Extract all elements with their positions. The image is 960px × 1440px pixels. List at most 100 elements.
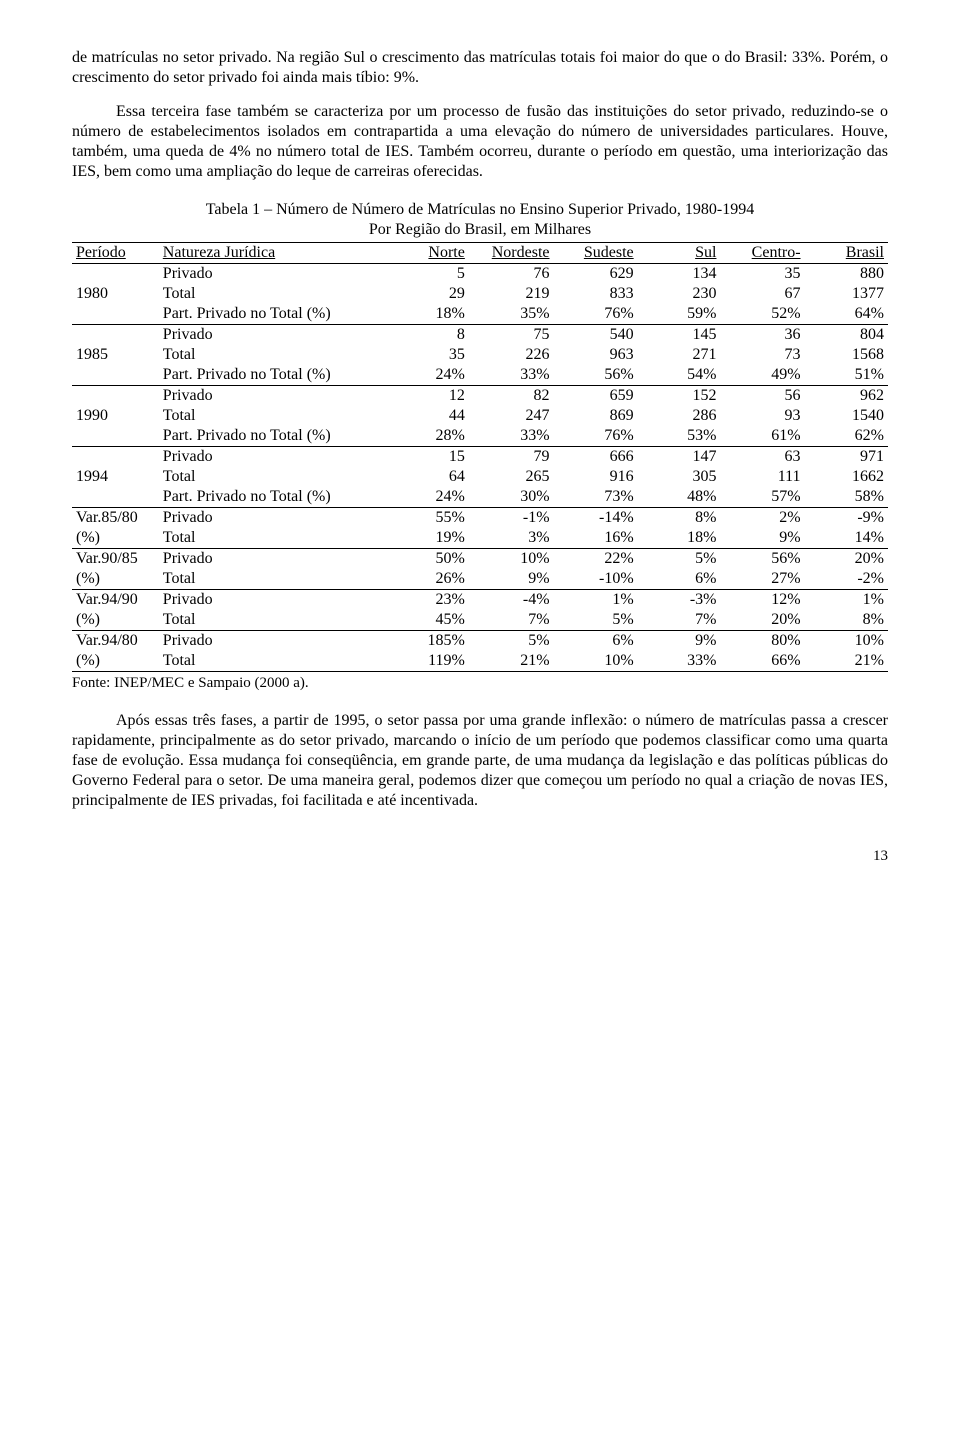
table-cell: 63: [720, 447, 804, 468]
table-cell: 45%: [386, 610, 469, 631]
period-label: 1990: [72, 406, 159, 426]
table-cell: 1%: [805, 590, 888, 611]
table-cell: 44: [386, 406, 469, 426]
period-label: (%): [72, 528, 159, 549]
table-cell: 73%: [554, 487, 638, 508]
table-cell: 35%: [469, 304, 554, 325]
table-row: Privado 87554014536804: [72, 325, 888, 346]
table-cell: 10%: [469, 549, 554, 570]
table-cell: 8: [386, 325, 469, 346]
table-cell: 53%: [638, 426, 721, 447]
hdr-norte: Norte: [428, 244, 464, 261]
table-cell: 6%: [554, 631, 638, 652]
table-cell: 93: [720, 406, 804, 426]
table-row: (%) Total 26%9%-10%6%27%-2%: [72, 569, 888, 590]
row-label: Total: [159, 284, 386, 304]
table-cell: 35: [386, 345, 469, 365]
table-cell: 73: [720, 345, 804, 365]
table-cell: 35: [720, 264, 804, 285]
table-cell: 82: [469, 386, 554, 407]
table-cell: 8%: [638, 508, 721, 529]
table-cell: 119%: [386, 651, 469, 672]
table-cell: 7%: [638, 610, 721, 631]
row-label: Part. Privado no Total (%): [159, 365, 386, 386]
row-label: Total: [159, 345, 386, 365]
table-cell: 145: [638, 325, 721, 346]
table-cell: 10%: [805, 631, 888, 652]
table-cell: 59%: [638, 304, 721, 325]
table-row: Var.94/80 Privado 185%5%6%9%80%10%: [72, 631, 888, 652]
row-label: Total: [159, 528, 386, 549]
table-row: Var.90/85 Privado 50%10%22%5%56%20%: [72, 549, 888, 570]
table-cell: 3%: [469, 528, 554, 549]
table-cell: 152: [638, 386, 721, 407]
table-cell: 226: [469, 345, 554, 365]
period-label: (%): [72, 569, 159, 590]
table-title-line1: Tabela 1 – Número de Número de Matrícula…: [206, 201, 755, 218]
table-cell: 7%: [469, 610, 554, 631]
hdr-sul: Sul: [695, 244, 716, 261]
table-cell: 12%: [720, 590, 804, 611]
table-cell: 185%: [386, 631, 469, 652]
table-cell: 12: [386, 386, 469, 407]
table-cell: 21%: [469, 651, 554, 672]
hdr-sudeste: Sudeste: [584, 244, 634, 261]
table-cell: 76: [469, 264, 554, 285]
paragraph-2: Essa terceira fase também se caracteriza…: [72, 102, 888, 182]
table-cell: 9%: [469, 569, 554, 590]
table-cell: 26%: [386, 569, 469, 590]
table-cell: 659: [554, 386, 638, 407]
table-cell: 111: [720, 467, 804, 487]
table-row: Var.85/80 Privado 55%-1%-14%8%2%-9%: [72, 508, 888, 529]
table-cell: 20%: [720, 610, 804, 631]
table-cell: -10%: [554, 569, 638, 590]
table-cell: 20%: [805, 549, 888, 570]
table-row: Privado 157966614763971: [72, 447, 888, 468]
table-cell: -3%: [638, 590, 721, 611]
period-label: Var.85/80: [72, 508, 159, 529]
row-label: Privado: [159, 508, 386, 529]
table-cell: 29: [386, 284, 469, 304]
table-cell: -4%: [469, 590, 554, 611]
hdr-centro: Centro-: [752, 244, 801, 261]
table-cell: 10%: [554, 651, 638, 672]
table-row: 1980 Total 29219833230671377: [72, 284, 888, 304]
table-row: (%) Total 19%3%16%18%9%14%: [72, 528, 888, 549]
table-cell: 962: [805, 386, 888, 407]
period-label: Var.94/80: [72, 631, 159, 652]
table-cell: 24%: [386, 365, 469, 386]
table-cell: -14%: [554, 508, 638, 529]
table-cell: 629: [554, 264, 638, 285]
table-cell: 219: [469, 284, 554, 304]
table-cell: 869: [554, 406, 638, 426]
data-table: Período Natureza Jurídica Norte Nordeste…: [72, 242, 888, 672]
row-label: Total: [159, 610, 386, 631]
table-row: Part. Privado no Total (%) 18%35%76%59%5…: [72, 304, 888, 325]
table-cell: 9%: [638, 631, 721, 652]
table-cell: -2%: [805, 569, 888, 590]
table-cell: 66%: [720, 651, 804, 672]
table-cell: 24%: [386, 487, 469, 508]
table-cell: 62%: [805, 426, 888, 447]
hdr-nordeste: Nordeste: [492, 244, 550, 261]
table-cell: 76%: [554, 304, 638, 325]
table-cell: 5%: [554, 610, 638, 631]
row-label: Total: [159, 569, 386, 590]
table-cell: 79: [469, 447, 554, 468]
table-cell: 1540: [805, 406, 888, 426]
table-cell: 75: [469, 325, 554, 346]
table-cell: 33%: [469, 365, 554, 386]
table-cell: 56: [720, 386, 804, 407]
table-row: Var.94/90 Privado 23%-4%1%-3%12%1%: [72, 590, 888, 611]
row-label: Privado: [159, 447, 386, 468]
table-cell: 1377: [805, 284, 888, 304]
paragraph-1: de matrículas no setor privado. Na regiã…: [72, 48, 888, 88]
table-cell: -9%: [805, 508, 888, 529]
table-cell: 36: [720, 325, 804, 346]
table-cell: 880: [805, 264, 888, 285]
row-label: Part. Privado no Total (%): [159, 487, 386, 508]
row-label: Total: [159, 467, 386, 487]
table-cell: 9%: [720, 528, 804, 549]
table-cell: 57%: [720, 487, 804, 508]
table-cell: 56%: [554, 365, 638, 386]
